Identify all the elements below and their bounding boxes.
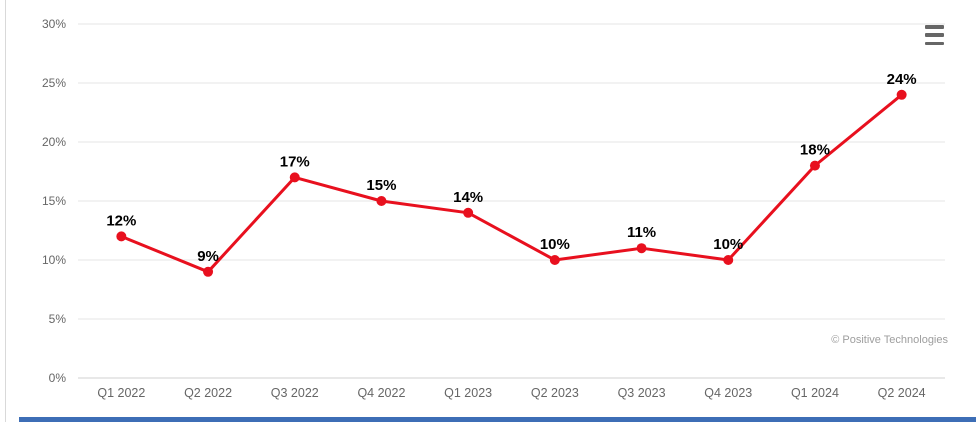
data-point-label: 11% — [627, 224, 656, 241]
y-axis-tick-label: 0% — [49, 371, 67, 385]
x-axis-category-label: Q1 2024 — [791, 386, 839, 400]
data-point-label: 17% — [280, 153, 310, 170]
data-point-marker[interactable] — [896, 89, 907, 100]
data-point-label: 10% — [540, 236, 570, 253]
data-point-marker[interactable] — [289, 172, 300, 183]
y-axis-tick-label: 5% — [49, 312, 67, 326]
y-axis-tick-label: 20% — [42, 135, 66, 149]
series-layer — [116, 89, 907, 277]
data-point-label: 14% — [453, 189, 483, 206]
bottom-edge-bar — [19, 417, 976, 422]
data-point-marker[interactable] — [376, 196, 387, 206]
data-point-label: 15% — [366, 177, 396, 194]
y-axis-tick-label: 15% — [42, 194, 66, 208]
x-axis-category-label: Q4 2023 — [704, 386, 752, 400]
data-point-marker[interactable] — [809, 160, 820, 171]
data-point-label: 10% — [713, 236, 743, 253]
data-point-label: 9% — [197, 248, 219, 265]
y-axis-tick-label: 30% — [42, 17, 66, 31]
data-point-marker[interactable] — [636, 243, 647, 254]
x-axis-category-label: Q3 2023 — [618, 386, 666, 400]
x-axis-category-label: Q4 2022 — [357, 386, 405, 400]
left-border-line — [5, 0, 6, 422]
data-label-layer: 12% 9% 17% 15% 14% 10% 11% 10% 18% 24% — [106, 71, 916, 265]
data-point-marker[interactable] — [549, 255, 560, 265]
data-point-marker[interactable] — [463, 207, 474, 218]
x-axis-category-label: Q1 2022 — [97, 386, 145, 400]
credits-text: © Positive Technologies — [831, 334, 948, 346]
data-point-marker[interactable] — [203, 266, 214, 277]
x-axis-category-label: Q3 2022 — [271, 386, 319, 400]
data-point-label: 24% — [887, 71, 917, 88]
y-axis-tick-label: 25% — [42, 76, 66, 90]
x-axis-category-label: Q2 2022 — [184, 386, 232, 400]
chart-context-menu-button[interactable] — [925, 25, 947, 45]
x-axis-category-label: Q2 2024 — [878, 386, 926, 400]
x-axis-category-label: Q2 2023 — [531, 386, 579, 400]
series-line — [119, 93, 904, 274]
grid-layer — [78, 23, 945, 379]
data-point-marker[interactable] — [723, 255, 734, 265]
x-axis-category-label: Q1 2023 — [444, 386, 492, 400]
axis-label-layer: 0% 5% 10% 15% 20% 25% 30% Q1 2022 Q2 2022 Q3 2022… — [42, 17, 926, 400]
data-point-marker[interactable] — [116, 231, 127, 242]
y-axis-tick-label: 10% — [42, 253, 66, 267]
data-point-label: 18% — [800, 142, 830, 159]
data-point-label: 12% — [106, 212, 136, 229]
